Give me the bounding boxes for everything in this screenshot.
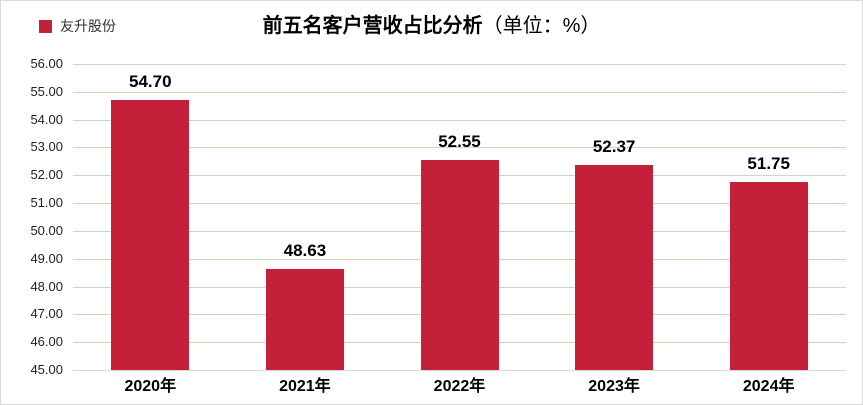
legend: 友升股份 xyxy=(39,16,116,36)
bar-value-label: 48.63 xyxy=(283,241,327,261)
y-tick-label: 48.00 xyxy=(30,278,63,294)
gridline xyxy=(73,64,846,65)
gridline xyxy=(73,119,846,121)
bar xyxy=(265,269,344,370)
y-tick-label: 53.00 xyxy=(30,139,63,155)
bar-value-label: 54.70 xyxy=(129,72,172,92)
y-tick-label: 54.00 xyxy=(30,111,63,127)
x-tick-label: 2024年 xyxy=(742,378,795,395)
gridline xyxy=(73,91,846,93)
y-tick-label: 50.00 xyxy=(30,222,63,238)
bar-value-label: 51.75 xyxy=(747,154,790,174)
x-tick-label: 2023年 xyxy=(588,378,640,395)
legend-swatch-icon xyxy=(39,19,52,33)
gridline xyxy=(73,370,846,371)
legend-series-label: 友升股份 xyxy=(60,18,116,34)
x-tick-label: 2020年 xyxy=(124,378,177,395)
chart-title: 前五名客户营收占比分析（单位：%） xyxy=(1,9,862,38)
y-tick-label: 45.00 xyxy=(30,362,63,377)
x-tick-label: 2021年 xyxy=(279,378,331,395)
y-tick-label: 46.00 xyxy=(30,334,63,350)
y-tick-label: 47.00 xyxy=(30,306,63,322)
bar xyxy=(420,159,499,370)
y-tick-label: 52.00 xyxy=(30,167,63,183)
bar xyxy=(111,100,190,370)
bar-value-label: 52.55 xyxy=(438,131,481,151)
bar xyxy=(575,164,654,370)
bar-value-label: 52.37 xyxy=(592,136,636,156)
chart-title-main: 前五名客户营收占比分析 xyxy=(262,15,483,37)
chart-title-unit: （单位：%） xyxy=(482,15,601,37)
gridline xyxy=(73,147,846,149)
y-tick-label: 56.00 xyxy=(30,56,63,71)
y-tick-label: 51.00 xyxy=(30,195,63,211)
x-tick-label: 2022年 xyxy=(433,378,486,395)
bar xyxy=(729,182,808,370)
y-tick-label: 49.00 xyxy=(30,250,63,266)
y-tick-label: 55.00 xyxy=(30,83,63,99)
